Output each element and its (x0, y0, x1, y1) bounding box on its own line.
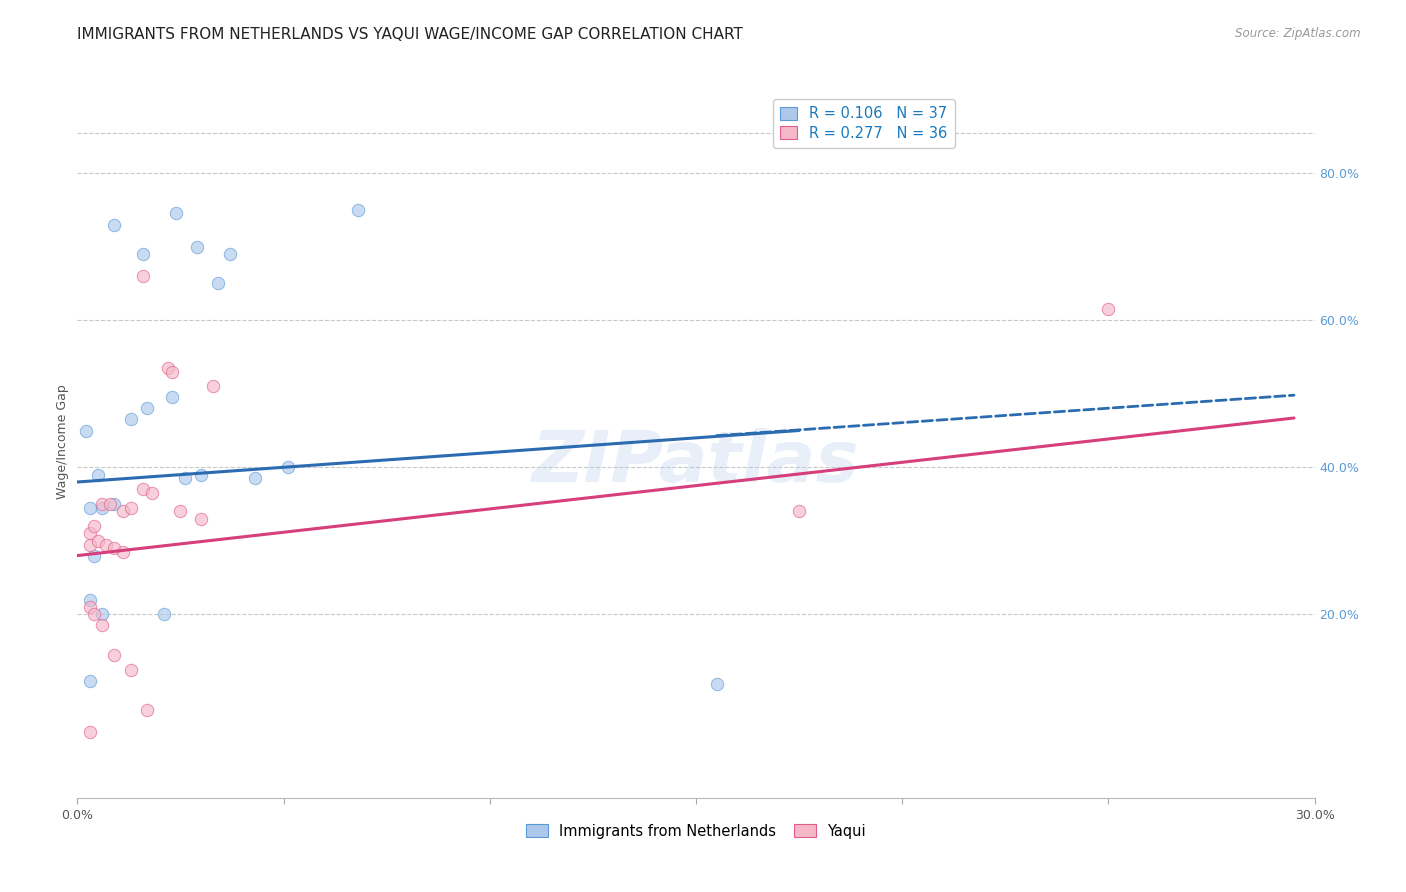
Point (79, 673, 101, 688)
Point (165, 206, 187, 220)
Point (153, 607, 176, 622)
Point (75, 424, 97, 438)
Point (91, 497, 114, 511)
Text: Source: ZipAtlas.com: Source: ZipAtlas.com (1236, 27, 1361, 40)
Point (202, 379, 225, 393)
Point (132, 247, 155, 261)
Point (120, 663, 142, 677)
Point (190, 467, 212, 482)
Point (87, 533, 110, 548)
Point (190, 512, 212, 526)
Point (1097, 302, 1119, 317)
Point (157, 361, 180, 376)
Point (120, 412, 142, 426)
Legend: Immigrants from Netherlands, Yaqui: Immigrants from Netherlands, Yaqui (520, 818, 872, 845)
Point (83, 607, 105, 622)
Point (277, 460, 299, 475)
Point (160, 365, 183, 379)
Point (79, 500, 101, 515)
Point (706, 677, 728, 691)
Point (87, 467, 110, 482)
Point (141, 486, 163, 500)
Point (79, 600, 101, 615)
Point (120, 500, 142, 515)
Point (91, 607, 114, 622)
Point (83, 549, 105, 563)
Point (103, 497, 125, 511)
Text: IMMIGRANTS FROM NETHERLANDS VS YAQUI WAGE/INCOME GAP CORRELATION CHART: IMMIGRANTS FROM NETHERLANDS VS YAQUI WAG… (77, 27, 744, 42)
Point (111, 545, 134, 559)
Point (186, 239, 208, 253)
Point (103, 648, 125, 662)
Point (173, 471, 195, 485)
Point (132, 268, 155, 283)
Point (136, 703, 159, 717)
Point (787, 504, 810, 518)
Point (219, 247, 242, 261)
Point (346, 202, 368, 217)
Point (91, 500, 114, 515)
Point (91, 618, 114, 632)
Point (136, 401, 159, 416)
Point (160, 391, 183, 405)
Text: ZIPatlas: ZIPatlas (533, 428, 859, 498)
Point (103, 218, 125, 232)
Point (79, 725, 101, 739)
Point (169, 504, 191, 518)
Point (83, 519, 105, 533)
Point (132, 483, 155, 497)
Point (79, 592, 101, 607)
Point (98, 497, 121, 511)
Point (96, 537, 118, 551)
Point (111, 504, 134, 518)
Point (243, 471, 266, 485)
Point (207, 277, 229, 291)
Point (79, 537, 101, 551)
Y-axis label: Wage/Income Gap: Wage/Income Gap (56, 384, 69, 499)
Point (79, 526, 101, 541)
Point (103, 541, 125, 556)
